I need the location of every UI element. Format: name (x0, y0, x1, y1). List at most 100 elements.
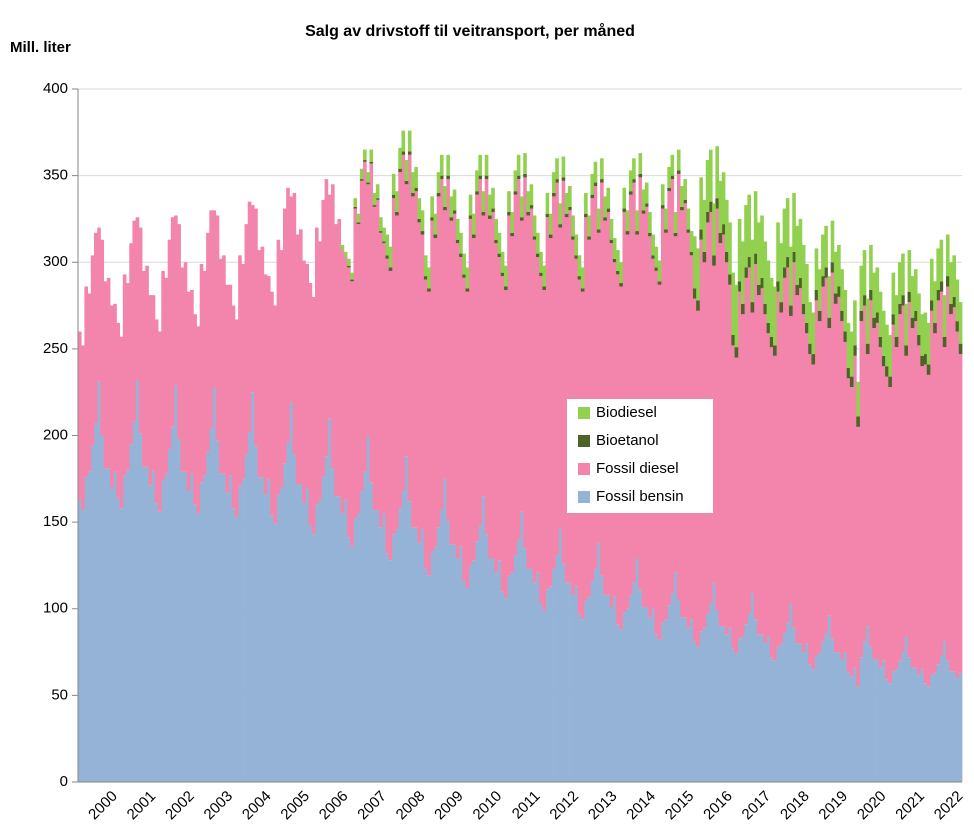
bar-segment (90, 255, 95, 446)
bar-segment (340, 250, 345, 514)
bar-segment (648, 617, 652, 782)
bar-segment (929, 674, 934, 782)
bar-segment (97, 227, 101, 382)
bar-segment (487, 194, 492, 216)
bar-segment (875, 312, 880, 323)
bar-segment (929, 300, 934, 311)
bar-segment (901, 253, 905, 296)
bar-segment (225, 492, 229, 782)
bar-segment (254, 208, 258, 446)
bar-segment (862, 641, 867, 782)
bar-segment (449, 220, 454, 545)
bar-segment (603, 217, 607, 221)
bar-segment (468, 215, 473, 219)
bar-segment (430, 551, 434, 782)
bar-segment (369, 163, 374, 483)
bar-segment (760, 288, 764, 635)
bar-segment (420, 529, 425, 782)
bar-segment (869, 646, 873, 782)
bar-segment (158, 331, 162, 512)
bar-segment (817, 310, 822, 322)
bar-segment (555, 555, 559, 782)
bar-segment (612, 258, 617, 263)
bar-segment (936, 300, 940, 665)
bar-segment (933, 281, 937, 323)
bar-segment (901, 295, 905, 306)
bar-segment (356, 224, 361, 514)
bar-segment (529, 568, 534, 782)
bar-segment (888, 376, 892, 387)
bar-segment (190, 473, 194, 782)
bar-segment (638, 177, 643, 590)
x-tick-label: 2007 (354, 788, 390, 824)
bar-segment (471, 213, 476, 235)
bar-segment (391, 173, 396, 195)
bar-segment (180, 267, 185, 472)
bar-segment (917, 335, 921, 346)
bar-segment (805, 333, 809, 644)
bar-segment (830, 220, 835, 263)
bar-segment (779, 643, 784, 782)
bar-segment (494, 572, 498, 782)
bar-segment (484, 154, 489, 176)
bar-segment (446, 179, 450, 521)
bar-segment (491, 212, 495, 559)
bar-segment (942, 336, 947, 348)
bar-segment (885, 366, 889, 377)
bar-segment (411, 196, 415, 528)
bar-segment (744, 205, 748, 268)
bar-segment (757, 222, 761, 285)
x-tick-label: 2000 (85, 788, 121, 824)
bar-segment (343, 257, 348, 500)
bar-segment (885, 376, 889, 680)
bar-segment (433, 546, 438, 782)
bar-segment (491, 187, 495, 209)
bar-segment (837, 244, 841, 287)
bar-segment (532, 236, 537, 240)
bar-segment (827, 328, 832, 616)
x-tick-label: 2010 (470, 788, 506, 824)
bar-segment (234, 319, 239, 517)
bar-segment (465, 288, 470, 292)
bar-segment (856, 426, 860, 687)
bar-segment (439, 175, 444, 180)
bar-segment (420, 234, 425, 530)
bar-segment (955, 279, 960, 322)
y-tick-label: 100 (43, 600, 68, 617)
bar-segment (97, 381, 101, 782)
bar-segment (311, 296, 316, 535)
bar-segment (507, 191, 511, 213)
bar-segment (801, 244, 806, 304)
bar-segment (430, 220, 434, 552)
bar-segment (856, 416, 860, 427)
bar-segment (840, 269, 844, 311)
bar-segment (955, 678, 960, 782)
bar-segment (449, 544, 454, 782)
bar-segment (757, 284, 761, 296)
bar-segment (721, 234, 726, 627)
bar-segment (324, 456, 329, 782)
bar-segment (808, 664, 812, 782)
bar-segment (568, 186, 572, 207)
bar-segment (520, 220, 524, 512)
bar-segment (87, 471, 92, 782)
bar-segment (702, 251, 707, 263)
bar-segment (888, 335, 892, 377)
bar-segment (142, 270, 146, 467)
bar-segment (459, 257, 463, 547)
bar-segment (561, 563, 566, 782)
bar-segment (721, 224, 726, 235)
y-tick-label: 300 (43, 253, 68, 270)
bar-segment (289, 402, 293, 782)
bar-segment (632, 158, 636, 180)
bar-segment (129, 444, 133, 782)
bar-segment (443, 186, 447, 207)
bar-segment (481, 212, 486, 216)
bar-segment (494, 243, 498, 573)
bar-segment (814, 248, 819, 290)
bar-segment (430, 217, 434, 221)
bar-segment (817, 321, 822, 653)
bar-segment (683, 179, 687, 200)
bar-segment (356, 213, 361, 223)
bar-segment (913, 269, 918, 311)
